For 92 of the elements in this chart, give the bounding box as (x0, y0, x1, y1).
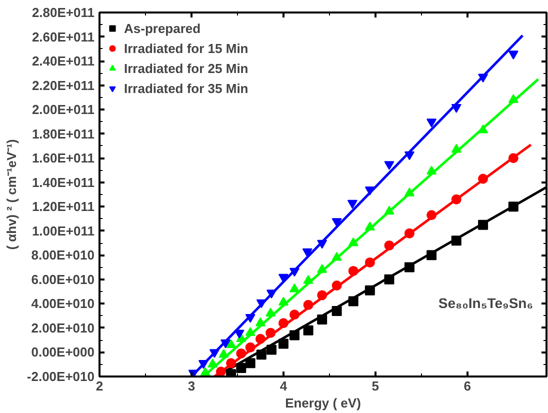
y-tick-label: 1.80E+011 (32, 126, 95, 142)
point (208, 358, 218, 368)
point (508, 50, 518, 60)
annotation: Se₈₀In₅Te₉Sn₆ (438, 294, 534, 311)
point (332, 306, 342, 316)
point (404, 262, 414, 272)
point (278, 338, 288, 349)
x-tick-label: 4 (280, 378, 288, 394)
point (218, 348, 229, 358)
point (451, 194, 462, 204)
point (236, 348, 246, 358)
point (451, 104, 462, 113)
point (289, 330, 300, 340)
point (478, 220, 488, 230)
y-tick-label: 1.40E+011 (32, 174, 95, 190)
point (216, 366, 226, 376)
point (245, 327, 256, 336)
point (404, 151, 414, 160)
y-tick-label: 2.00E+011 (32, 102, 95, 118)
point (508, 153, 518, 164)
y-tick-label: 2.60E+011 (32, 29, 95, 44)
y-tick-label: 8.00E+010 (31, 248, 95, 263)
point (348, 266, 358, 276)
point (266, 328, 276, 338)
y-tick-label: 2.00E+010 (31, 320, 95, 336)
x-tick-label: 2 (96, 378, 104, 394)
point (245, 358, 256, 368)
point (289, 283, 300, 292)
x-tick-label: 3 (188, 378, 196, 394)
point (332, 252, 342, 261)
point (426, 250, 437, 260)
y-tick-label: 4.00E+010 (31, 296, 95, 312)
point (226, 358, 236, 368)
y-tick-label: 2.40E+011 (32, 54, 95, 69)
point (255, 317, 266, 326)
point (426, 118, 437, 128)
point (256, 350, 266, 360)
point (256, 299, 266, 308)
y-tick-label: -2.00E+010 (26, 369, 95, 384)
point (245, 314, 256, 323)
point (384, 274, 394, 284)
y-tick-label: 0.00E+000 (31, 344, 95, 360)
point (289, 310, 300, 320)
point (332, 280, 342, 290)
point (317, 314, 328, 324)
point (317, 240, 328, 249)
point (278, 274, 288, 283)
point (303, 274, 314, 284)
point (404, 228, 414, 238)
point (266, 308, 276, 317)
point (332, 218, 342, 227)
point (384, 161, 394, 170)
point (478, 174, 488, 184)
y-tick-label: 2.20E+011 (32, 78, 95, 93)
point (302, 248, 312, 258)
point (478, 74, 488, 83)
point (348, 296, 358, 306)
point (364, 285, 375, 296)
y-tick-label: 2.80E+011 (32, 5, 95, 20)
point (303, 300, 314, 310)
legend-label: Irradiated for 35 Min (124, 80, 248, 96)
x-tick-label: 6 (464, 378, 472, 394)
point (226, 339, 236, 348)
point (278, 318, 288, 328)
legend-label: As-prepared (124, 20, 201, 36)
point (255, 334, 266, 344)
point (289, 268, 300, 277)
point (508, 202, 518, 212)
legend-label: Irradiated for 15 Min (124, 40, 248, 56)
y-axis-title: ( αhv) ² ( cm⁻¹eV⁻¹) (4, 139, 19, 250)
y-tick-label: 1.00E+011 (32, 223, 95, 238)
x-tick-label: 5 (372, 378, 380, 394)
point (347, 200, 358, 209)
point (426, 210, 437, 220)
point (364, 257, 375, 268)
x-axis-title: Energy ( eV) (285, 396, 361, 410)
point (200, 367, 210, 376)
point (317, 264, 328, 273)
point (364, 186, 375, 196)
point (236, 363, 246, 374)
legend-label: Irradiated for 25 Min (124, 60, 248, 76)
y-tick-label: 1.60E+011 (32, 150, 95, 166)
point (266, 344, 276, 355)
point (303, 325, 314, 336)
y-tick-label: 1.20E+011 (32, 199, 95, 214)
point (245, 342, 256, 352)
point (266, 290, 276, 298)
point (384, 240, 394, 250)
point (451, 236, 462, 246)
point (278, 296, 288, 306)
y-tick-label: 6.00E+010 (31, 272, 95, 287)
point (317, 290, 328, 300)
